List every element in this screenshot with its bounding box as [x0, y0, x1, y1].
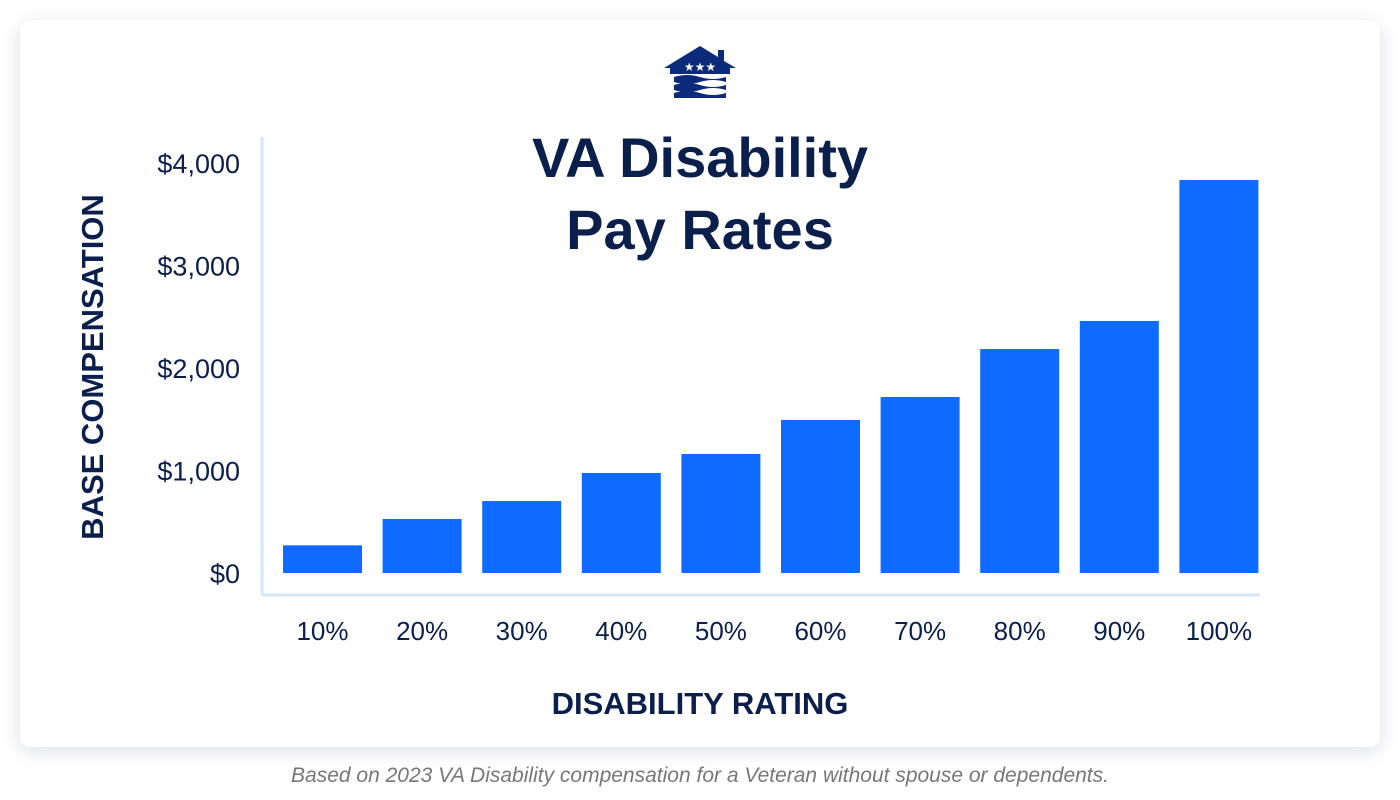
y-tick-label: $1,000 — [157, 457, 240, 487]
x-axis-title: DISABILITY RATING — [552, 686, 849, 721]
chart-title-line2: Pay Rates — [566, 198, 834, 261]
svg-text:★★★: ★★★ — [684, 60, 716, 74]
y-tick-label: $3,000 — [157, 252, 240, 282]
y-axis-title: BASE COMPENSATION — [75, 194, 110, 540]
x-tick-label: 30% — [496, 616, 548, 646]
x-tick-label: 60% — [794, 616, 846, 646]
x-tick-label: 20% — [396, 616, 448, 646]
x-tick-label: 70% — [894, 616, 946, 646]
footnote: Based on 2023 VA Disability compensation… — [291, 764, 1109, 787]
x-tick-label: 90% — [1093, 616, 1145, 646]
y-tick-label: $0 — [210, 559, 240, 589]
y-tick-label: $4,000 — [157, 149, 240, 179]
bar-100pct — [1179, 180, 1259, 573]
bar-90pct — [1079, 320, 1159, 573]
chart-title: VA Disability Pay Rates — [400, 122, 1000, 266]
bar-60pct — [781, 419, 860, 573]
bar-10pct — [283, 545, 362, 573]
x-tick-label: 40% — [595, 616, 647, 646]
x-tick-label: 10% — [296, 616, 348, 646]
bar-50pct — [681, 453, 761, 573]
house-logo-icon: ★★★ — [664, 46, 736, 98]
chart-title-line1: VA Disability — [531, 126, 869, 189]
bar-30pct — [482, 501, 562, 573]
bar-80pct — [980, 349, 1060, 573]
bar-70pct — [880, 397, 960, 573]
x-tick-label: 80% — [994, 616, 1046, 646]
y-tick-label: $2,000 — [157, 354, 240, 384]
x-tick-label: 100% — [1186, 616, 1253, 646]
x-tick-label: 50% — [695, 616, 747, 646]
bar-20pct — [382, 518, 462, 573]
bar-40pct — [581, 472, 661, 573]
